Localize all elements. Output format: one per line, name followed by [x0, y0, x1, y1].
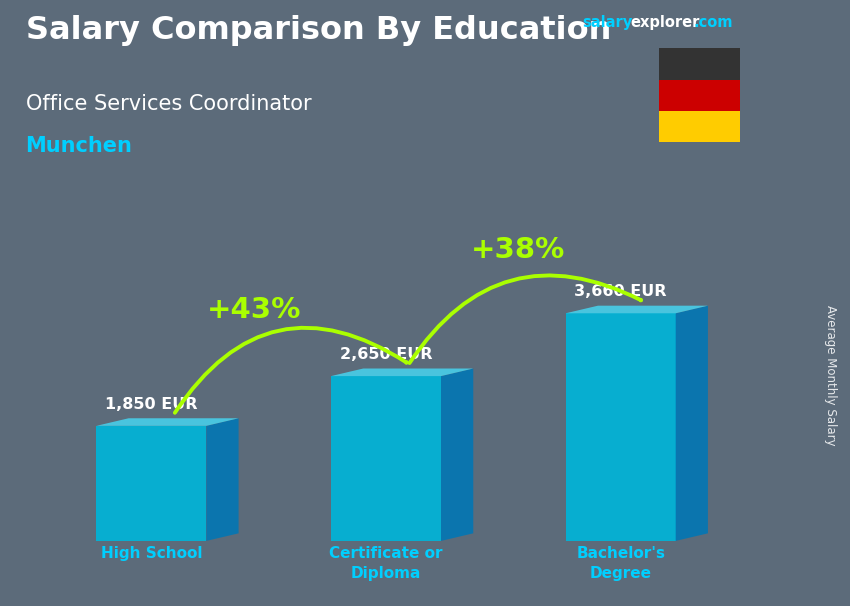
- Text: Salary Comparison By Education: Salary Comparison By Education: [26, 15, 611, 46]
- Text: Certificate or
Diploma: Certificate or Diploma: [329, 546, 443, 581]
- FancyArrowPatch shape: [410, 275, 641, 363]
- Text: +38%: +38%: [471, 236, 565, 264]
- Text: 2,650 EUR: 2,650 EUR: [340, 347, 433, 362]
- Text: High School: High School: [100, 546, 202, 561]
- Text: explorer: explorer: [631, 15, 700, 30]
- Polygon shape: [207, 418, 239, 541]
- Text: 3,660 EUR: 3,660 EUR: [575, 284, 667, 299]
- Text: salary: salary: [582, 15, 632, 30]
- Polygon shape: [565, 313, 676, 541]
- Text: +43%: +43%: [207, 296, 301, 324]
- Polygon shape: [96, 418, 239, 426]
- Text: .com: .com: [694, 15, 733, 30]
- Text: Average Monthly Salary: Average Monthly Salary: [824, 305, 837, 446]
- Text: 1,850 EUR: 1,850 EUR: [105, 397, 197, 412]
- Polygon shape: [331, 376, 441, 541]
- Text: Office Services Coordinator: Office Services Coordinator: [26, 94, 311, 114]
- Polygon shape: [96, 426, 207, 541]
- Polygon shape: [331, 368, 473, 376]
- Polygon shape: [676, 305, 708, 541]
- Bar: [659, 48, 740, 80]
- Polygon shape: [441, 368, 473, 541]
- FancyArrowPatch shape: [175, 328, 406, 413]
- Bar: [659, 80, 740, 111]
- Bar: [659, 111, 740, 142]
- Text: Munchen: Munchen: [26, 136, 133, 156]
- Text: Bachelor's
Degree: Bachelor's Degree: [576, 546, 666, 581]
- Polygon shape: [565, 305, 708, 313]
